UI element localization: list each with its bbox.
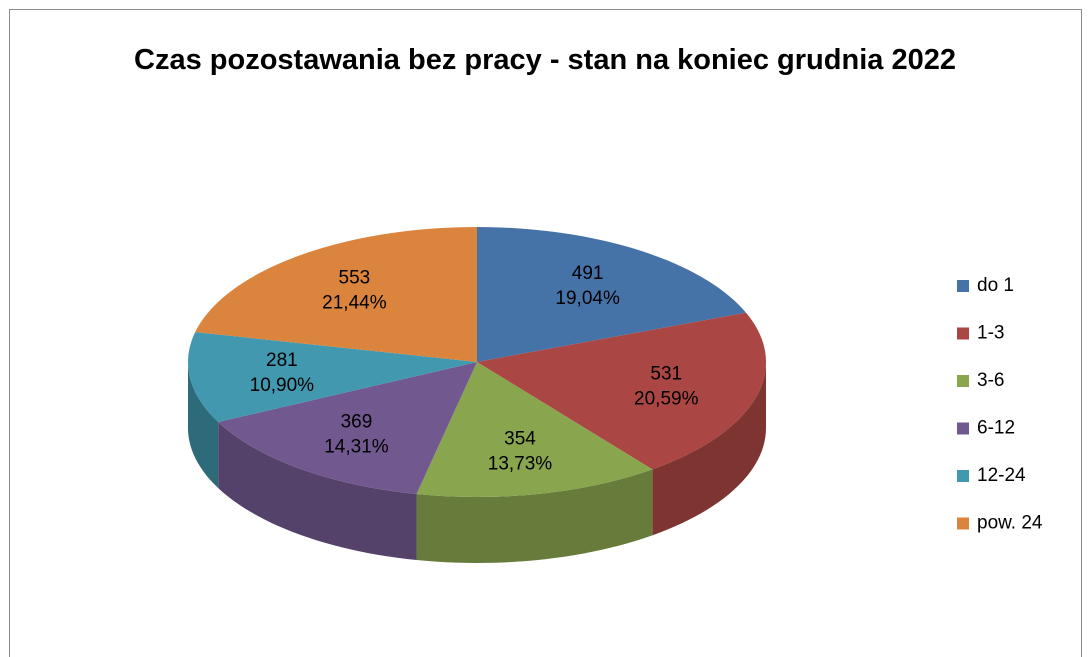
pie-slice — [188, 332, 477, 423]
pie-slice-side — [652, 362, 766, 536]
percent-label: 20,59% — [634, 389, 699, 410]
legend-swatch — [957, 375, 969, 387]
pie-slice — [416, 362, 653, 497]
data-label: 369 — [341, 412, 373, 433]
legend-label: 1-3 — [977, 323, 1004, 344]
legend-label: pow. 24 — [977, 513, 1043, 534]
legend-swatch — [957, 280, 969, 292]
data-label: 553 — [339, 267, 371, 288]
legend-swatch — [957, 327, 969, 340]
legend-swatch — [957, 470, 969, 482]
percent-label: 21,44% — [322, 292, 387, 313]
chart-title: Czas pozostawania bez pracy - stan na ko… — [134, 44, 956, 76]
data-label: 531 — [650, 364, 682, 385]
pie-slice — [477, 227, 746, 362]
data-label: 281 — [266, 350, 298, 371]
percent-label: 10,90% — [250, 375, 315, 396]
data-label: 354 — [504, 429, 536, 450]
legend-swatch — [957, 422, 969, 435]
legend-swatch — [957, 517, 969, 530]
legend-label: do 1 — [977, 275, 1014, 296]
pie-slice — [195, 227, 477, 362]
pie-slice-side — [218, 422, 417, 561]
legend-label: 3-6 — [977, 370, 1004, 391]
percent-label: 19,04% — [555, 288, 620, 309]
percent-label: 14,31% — [324, 437, 389, 458]
pie-slice — [477, 312, 766, 470]
pie-slice — [218, 362, 477, 495]
legend-label: 12-24 — [977, 465, 1026, 486]
pie-slice-side — [416, 469, 653, 563]
legend-label: 6-12 — [977, 418, 1015, 439]
data-label: 491 — [572, 263, 604, 284]
percent-label: 13,73% — [488, 454, 553, 475]
pie-slice-side — [188, 362, 219, 489]
